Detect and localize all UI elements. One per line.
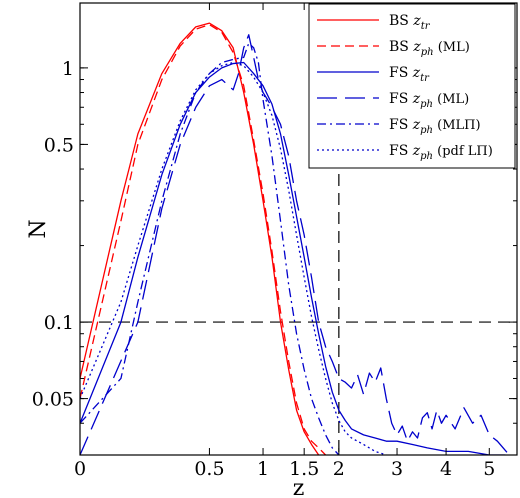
plot-frame — [79, 2, 518, 456]
legend-label-3: FS ztr — [389, 65, 430, 84]
x-tick-label: 3 — [391, 458, 403, 480]
legend-label-1: BS ztr — [389, 13, 431, 32]
series-line-3 — [80, 61, 506, 455]
legend-label-5: FS zph (MLΠ) — [389, 117, 481, 136]
x-axis-label: z — [293, 476, 305, 498]
legend-label-2: BS zph (ML) — [389, 39, 470, 58]
reference-lines — [80, 3, 517, 455]
series-line-4 — [80, 34, 510, 455]
x-tick-label: 4 — [440, 458, 452, 480]
y-axis-label: N — [26, 219, 51, 238]
series-line-1 — [80, 22, 320, 455]
y-tick-label: 0.5 — [44, 134, 74, 156]
series-line-6 — [80, 61, 387, 455]
legend-label-4: FS zph (ML) — [389, 91, 469, 110]
series-line-2 — [80, 23, 327, 455]
series-line-5 — [80, 42, 340, 455]
legend-label-6: FS zph (pdf LΠ) — [389, 143, 493, 162]
y-tick-label: 1 — [62, 58, 74, 80]
x-tick-label: 0 — [74, 458, 86, 480]
tick-labels: 0 0.5 1 1.5 2 3 4 5 0.05 0.1 0.5 1 — [32, 58, 496, 480]
series-lines — [80, 22, 510, 455]
x-tick-label: 5 — [483, 458, 495, 480]
y-tick-label: 0.1 — [44, 312, 74, 334]
legend-box — [308, 3, 516, 169]
x-tick-label: 0.5 — [194, 458, 224, 480]
y-tick-label: 0.05 — [32, 389, 74, 411]
x-tick-label: 1 — [257, 458, 269, 480]
x-tick-label: 1.5 — [289, 458, 319, 480]
legend: BS ztr BS zph (ML) FS ztr FS zph (ML) FS zph… — [308, 3, 516, 169]
x-tick-label: 2 — [333, 458, 345, 480]
